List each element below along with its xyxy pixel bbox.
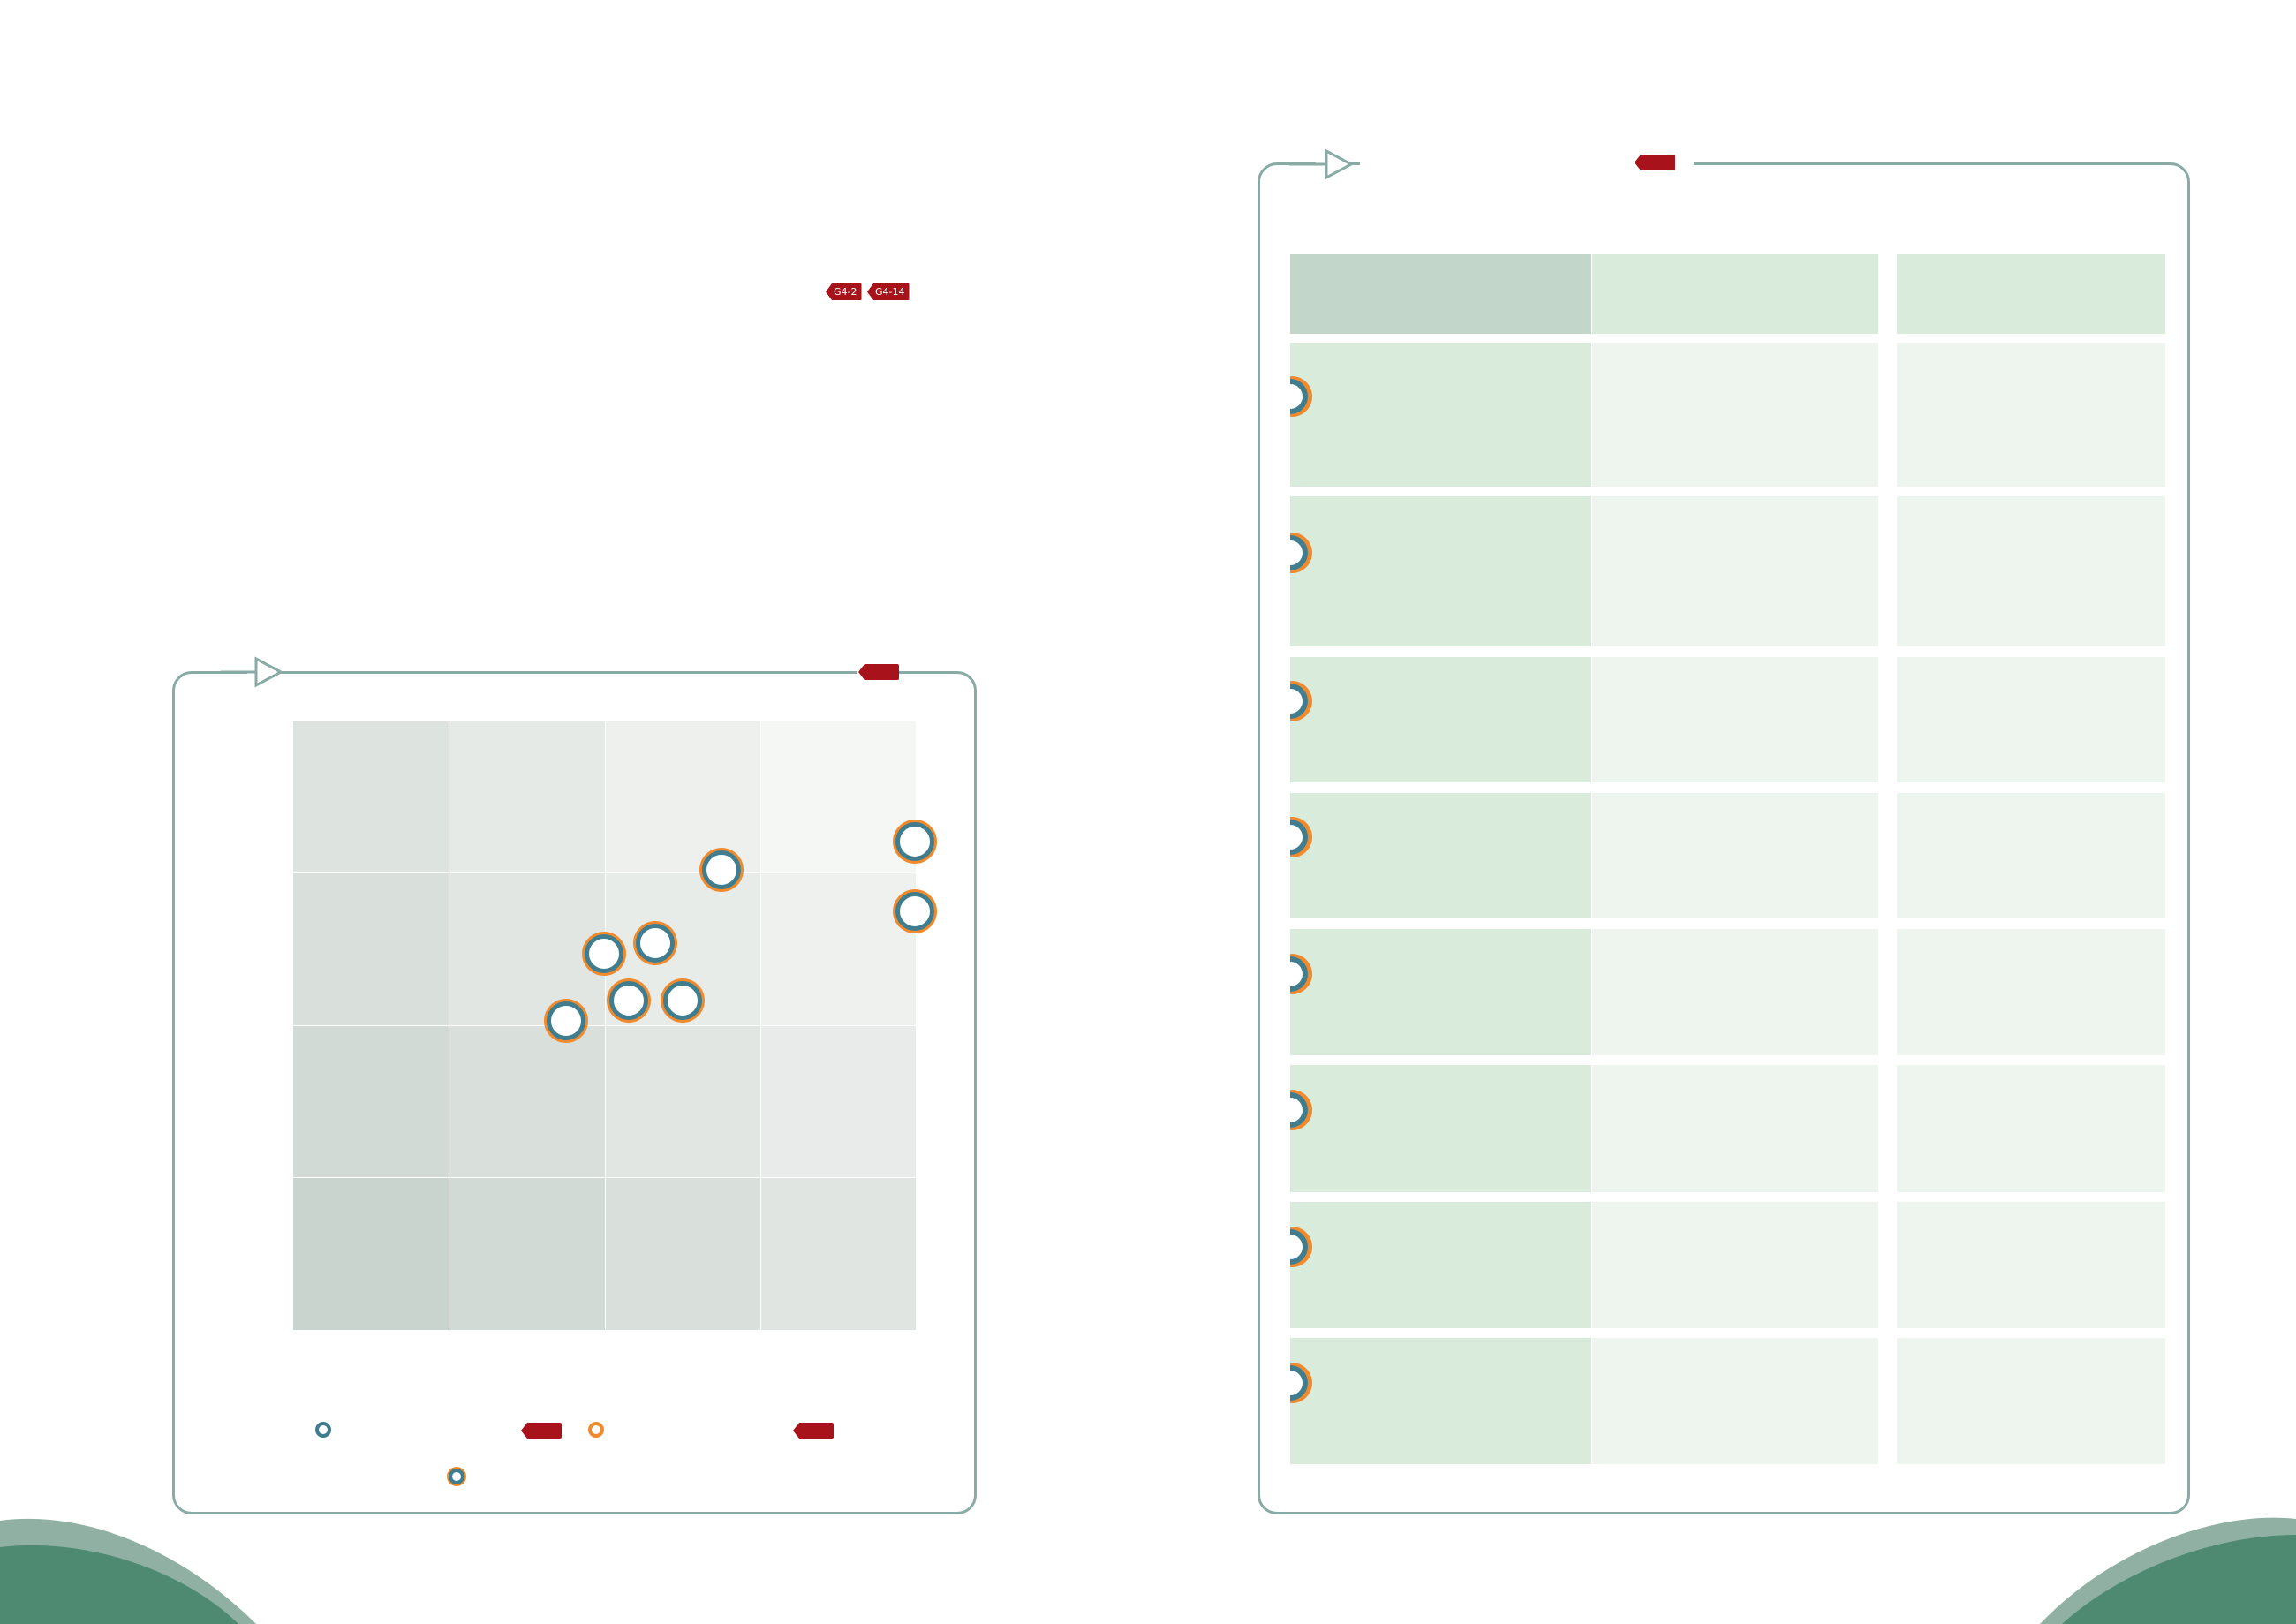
matrix-point[interactable] [547, 1001, 585, 1040]
ring-marker-icon [1290, 535, 1308, 570]
ring-marker-icon [1290, 379, 1308, 414]
ring-marker-icon [1290, 684, 1308, 719]
topics-table-panel [1258, 162, 2190, 1514]
legend-reference-tag [521, 1423, 562, 1439]
table-cell [1290, 929, 1591, 1055]
matrix-point[interactable] [895, 892, 934, 931]
matrix-cell [449, 721, 606, 873]
matrix-cell [606, 1026, 761, 1178]
matrix-cell [293, 1026, 449, 1178]
table-cell [1592, 1202, 1878, 1328]
table-header-cell [1897, 254, 2165, 334]
teal-ring-icon [315, 1422, 331, 1438]
row-markers [1290, 336, 1325, 1484]
matrix-cell [761, 873, 917, 1026]
table-cell [1897, 1202, 2165, 1328]
table-cell [1290, 343, 1591, 487]
table-cell [1592, 657, 1878, 782]
matrix-cell [293, 873, 449, 1026]
table-cell [1592, 1065, 1878, 1192]
matrix-point[interactable] [663, 981, 702, 1020]
corner-decoration-right [2040, 1517, 2296, 1624]
table-cell [1592, 793, 1878, 918]
table-cell [1592, 929, 1878, 1055]
ring-marker-icon [1290, 1092, 1308, 1128]
matrix-cell [293, 721, 449, 873]
matrix-point[interactable] [702, 850, 741, 889]
ring-marker-icon [1290, 820, 1308, 855]
matrix-point[interactable] [895, 822, 934, 861]
table-cell [1592, 496, 1878, 646]
matrix-cell [761, 1026, 917, 1178]
matrix-cell [606, 721, 761, 873]
table-cell [1290, 1065, 1591, 1192]
panel-notch-top [1360, 158, 1694, 169]
corner-decoration-left [0, 1518, 256, 1624]
matrix-cell [761, 1178, 917, 1331]
matrix-cell [449, 873, 606, 1026]
matrix-cell [293, 1178, 449, 1331]
table-cell [1897, 1338, 2165, 1464]
table-cell [1290, 793, 1591, 918]
triangle-arrow-icon [221, 656, 284, 688]
ring-marker-icon [1290, 1365, 1308, 1401]
reference-tag-g4-14: G4-14 [867, 283, 910, 300]
materiality-matrix-panel [172, 671, 977, 1514]
legend-reference-tag [793, 1423, 834, 1439]
table-cell [1592, 343, 1878, 487]
matrix-point[interactable] [585, 934, 623, 973]
matrix-grid [293, 721, 917, 1331]
triangle-arrow-icon [1289, 148, 1355, 180]
table-cell [1897, 496, 2165, 646]
table-cell [1290, 1202, 1591, 1328]
teal-orange-ring-icon [449, 1469, 464, 1484]
panel-reference-tag [858, 664, 899, 680]
table-reference-tag [1635, 155, 1675, 170]
table-cell [1897, 929, 2165, 1055]
table-header-cell [1290, 254, 1591, 334]
table-cell [1592, 1338, 1878, 1464]
table-cell [1290, 1338, 1591, 1464]
table-cell [1290, 657, 1591, 782]
ring-marker-icon [1290, 956, 1308, 992]
table-header-cell [1592, 254, 1878, 334]
ring-marker-icon [1290, 1229, 1308, 1265]
reference-tag-g4-2: G4-2 [826, 283, 862, 300]
matrix-cell [449, 1026, 606, 1178]
matrix-point[interactable] [609, 981, 648, 1020]
orange-ring-icon [588, 1422, 604, 1438]
table-cell [1897, 1065, 2165, 1192]
matrix-cell [761, 721, 917, 873]
table-cell [1290, 496, 1591, 646]
table-cell [1897, 657, 2165, 782]
table-cell [1897, 343, 2165, 487]
matrix-point[interactable] [636, 924, 675, 963]
matrix-cell [449, 1178, 606, 1331]
matrix-cell [606, 1178, 761, 1331]
table-cell [1897, 793, 2165, 918]
